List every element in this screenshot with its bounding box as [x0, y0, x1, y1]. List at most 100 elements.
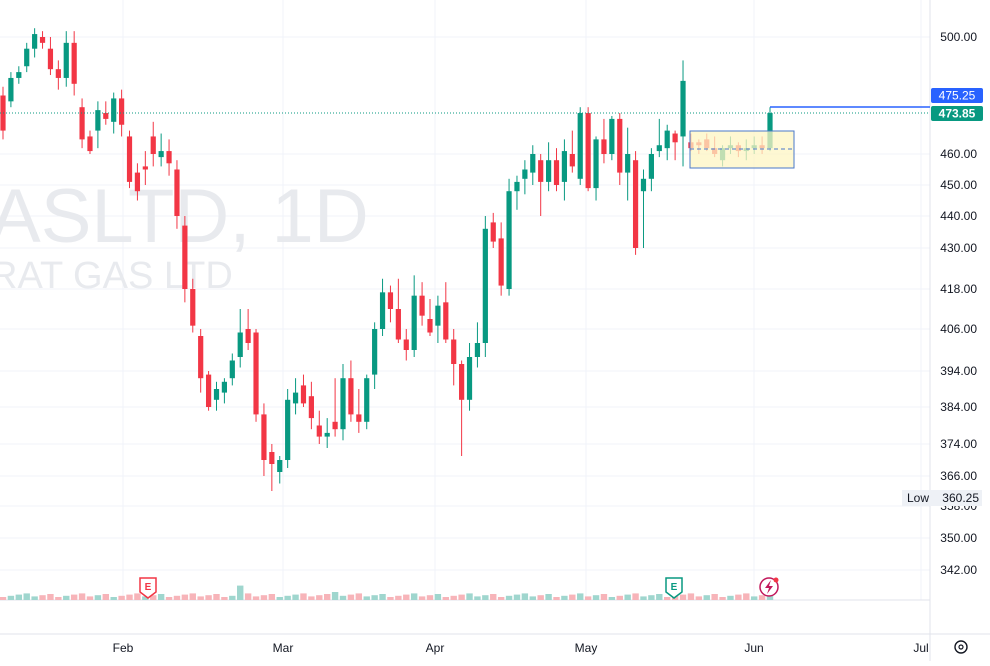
candle[interactable] — [0, 86, 6, 140]
candle[interactable] — [348, 360, 354, 422]
candle[interactable] — [166, 139, 172, 176]
candle[interactable] — [316, 410, 322, 444]
candle[interactable] — [277, 456, 283, 484]
candle[interactable] — [142, 151, 148, 185]
alert-price-tag[interactable]: 475.25 — [931, 88, 983, 103]
earnings-up-marker[interactable]: E — [665, 577, 683, 599]
candle[interactable] — [229, 353, 235, 386]
candle[interactable] — [617, 113, 623, 185]
candle[interactable] — [198, 329, 204, 393]
candle[interactable] — [111, 92, 117, 134]
candle[interactable] — [522, 160, 528, 195]
candle[interactable] — [561, 139, 568, 201]
candle[interactable] — [538, 154, 544, 216]
candle[interactable] — [403, 329, 409, 361]
candle[interactable] — [55, 60, 61, 90]
candle[interactable] — [459, 360, 465, 457]
overlay-layer[interactable] — [0, 106, 930, 169]
candle[interactable] — [625, 127, 631, 201]
candle[interactable] — [292, 378, 299, 415]
candle[interactable] — [672, 130, 678, 161]
candle[interactable] — [656, 118, 662, 158]
candle[interactable] — [324, 418, 330, 448]
candle[interactable] — [16, 66, 22, 84]
candle[interactable] — [182, 216, 188, 303]
candle[interactable] — [300, 374, 307, 407]
candle[interactable] — [640, 169, 647, 249]
candle[interactable] — [285, 389, 291, 468]
candle[interactable] — [443, 282, 449, 343]
candle[interactable] — [126, 130, 133, 189]
candle[interactable] — [332, 378, 338, 437]
time-axis[interactable]: Feb Mar Apr May Jun Jul — [113, 641, 929, 655]
candle[interactable] — [213, 381, 220, 411]
gear-icon[interactable] — [954, 640, 968, 654]
candle[interactable] — [419, 282, 425, 326]
candle[interactable] — [593, 136, 599, 201]
dividend-bolt-icon[interactable] — [759, 577, 779, 597]
candle[interactable] — [237, 309, 243, 368]
candle[interactable] — [364, 374, 370, 430]
candle[interactable] — [680, 60, 686, 167]
last-price-tag[interactable]: 473.85 — [931, 106, 983, 121]
candle[interactable] — [387, 285, 394, 323]
candle[interactable] — [24, 42, 30, 73]
candle[interactable] — [340, 364, 346, 441]
candle[interactable] — [451, 329, 457, 386]
candle[interactable] — [261, 403, 267, 476]
candle[interactable] — [553, 148, 560, 192]
candle[interactable] — [269, 444, 275, 491]
candle[interactable] — [205, 371, 212, 411]
candle[interactable] — [174, 160, 180, 229]
candle[interactable] — [372, 322, 378, 389]
candle[interactable] — [411, 275, 417, 357]
candle[interactable] — [379, 278, 386, 336]
candle[interactable] — [79, 98, 85, 149]
candle[interactable] — [490, 212, 496, 248]
candle[interactable] — [71, 31, 77, 96]
candle[interactable] — [609, 115, 615, 161]
candle[interactable] — [245, 309, 251, 350]
candle[interactable] — [545, 142, 552, 192]
candle[interactable] — [150, 121, 156, 167]
candle[interactable] — [664, 124, 670, 161]
candle[interactable] — [87, 130, 93, 154]
candle[interactable] — [482, 216, 488, 357]
candle[interactable] — [466, 343, 473, 411]
candle[interactable] — [47, 37, 54, 76]
candle[interactable] — [506, 178, 512, 296]
candle[interactable] — [585, 107, 591, 192]
candle[interactable] — [308, 381, 314, 430]
candle[interactable] — [134, 163, 141, 201]
candle[interactable] — [95, 101, 101, 149]
candle[interactable] — [158, 133, 164, 167]
candle[interactable] — [474, 322, 481, 368]
candle[interactable] — [221, 378, 228, 404]
candle[interactable] — [577, 107, 583, 185]
candle[interactable] — [395, 278, 401, 343]
candle[interactable] — [569, 130, 575, 173]
candle[interactable] — [514, 175, 520, 210]
price-axis[interactable]: 500.00 460.00 450.00 440.00 430.00 418.00 406.… — [940, 30, 977, 577]
candle[interactable] — [190, 278, 196, 333]
last-price-label: 473.85 — [939, 107, 976, 121]
candle[interactable] — [32, 28, 38, 58]
low-marker-label: Low — [907, 491, 929, 505]
candle[interactable] — [63, 31, 69, 87]
candle[interactable] — [8, 72, 14, 108]
candle[interactable] — [435, 295, 441, 343]
candle[interactable] — [601, 118, 607, 164]
low-marker: Low 360.25 — [902, 490, 982, 506]
candle[interactable] — [39, 31, 46, 49]
candle[interactable] — [530, 145, 536, 185]
candle[interactable] — [648, 148, 654, 192]
candle[interactable] — [632, 151, 639, 255]
candle[interactable] — [427, 299, 433, 336]
earnings-down-marker[interactable]: E — [139, 577, 157, 599]
candle[interactable] — [253, 329, 259, 422]
candle[interactable] — [356, 389, 362, 433]
candle[interactable] — [498, 222, 504, 296]
candle[interactable] — [119, 89, 125, 137]
